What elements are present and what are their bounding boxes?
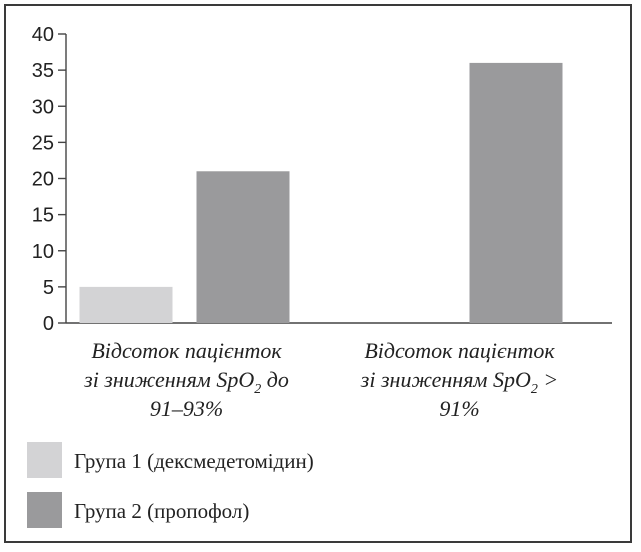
x-category-label: 91% — [439, 396, 479, 421]
x-category-label: зі зниженням SpO2 до — [83, 367, 289, 397]
bar-series-2-category-2 — [469, 62, 563, 324]
y-tick-label: 10 — [32, 241, 54, 263]
y-tick-label: 15 — [32, 205, 54, 227]
y-tick-label: 5 — [43, 277, 54, 299]
y-tick-label: 25 — [32, 132, 54, 154]
y-tick-label: 35 — [32, 60, 54, 82]
legend-label: Група 1 (дексмедетомідин) — [74, 449, 314, 473]
legend-label: Група 2 (пропофол) — [74, 499, 249, 523]
y-tick-label: 0 — [43, 313, 54, 335]
y-tick-label: 30 — [32, 96, 54, 118]
y-tick-label: 40 — [32, 24, 54, 46]
x-category-label: Відсоток пацієнток — [91, 338, 282, 363]
x-category-label: 91–93% — [150, 396, 223, 421]
y-tick-label: 20 — [32, 169, 54, 191]
bar-series-2-category-1 — [196, 171, 290, 323]
bar-series-1-category-1 — [79, 286, 173, 323]
x-category-label: Відсоток пацієнток — [364, 338, 555, 363]
legend-swatch — [27, 442, 62, 478]
legend-swatch — [27, 492, 62, 528]
x-category-label: зі зниженням SpO2 > — [360, 367, 558, 397]
